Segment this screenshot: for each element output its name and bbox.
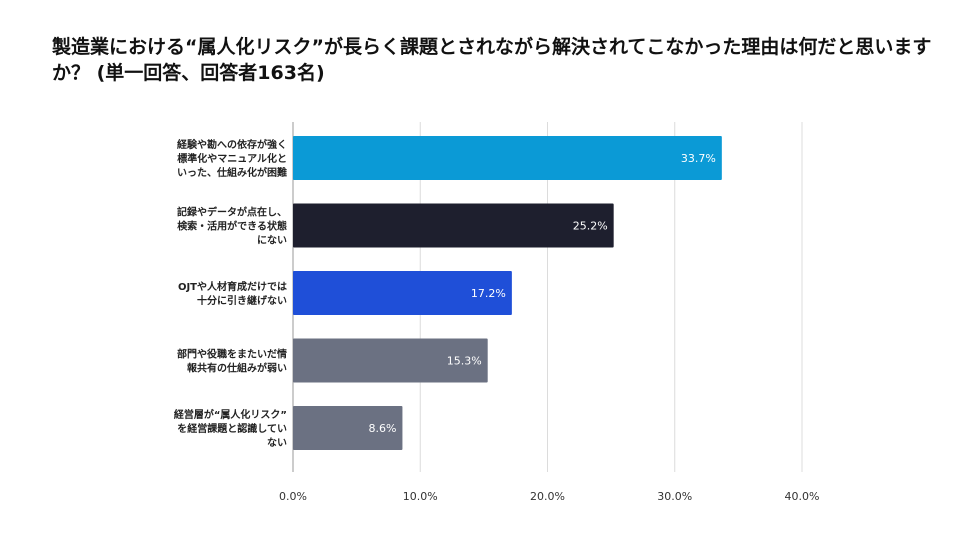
x-tick-label: 40.0% <box>785 490 820 503</box>
category-label: OJTや人材育成だけでは十分に引き継げない <box>178 280 287 307</box>
data-label: 8.6% <box>368 422 396 435</box>
category-label-line: OJTや人材育成だけでは <box>178 280 287 293</box>
category-label: 経営層が“属人化リスク”を経営課題と認識していない <box>174 408 287 449</box>
category-label-line: 十分に引き継げない <box>197 294 287 307</box>
data-label: 17.2% <box>471 287 506 300</box>
bar <box>293 406 403 450</box>
chart-title: 製造業における“属人化リスク”が長らく課題とされながら解決されてこなかった理由は… <box>52 36 932 84</box>
category-label-line: 記録やデータが点在し、 <box>177 206 287 219</box>
category-label: 部門や役職をまたいだ情報共有の仕組みが弱い <box>177 348 287 375</box>
bar <box>293 271 512 315</box>
category-label-line: 経営層が“属人化リスク” <box>174 408 287 421</box>
category-label-line: 経験や勘への依存が強く <box>177 138 287 151</box>
data-label: 33.7% <box>681 152 716 165</box>
category-label: 記録やデータが点在し、検索・活用ができる状態にない <box>177 206 287 247</box>
category-label-line: 報共有の仕組みが弱い <box>187 362 287 375</box>
category-label-line: を経営課題と認識してい <box>177 422 287 435</box>
bar <box>293 136 722 180</box>
bar <box>293 203 614 248</box>
category-label-line: 部門や役職をまたいだ情 <box>177 348 287 361</box>
category-label-line: にない <box>257 235 287 247</box>
data-label: 25.2% <box>573 220 608 233</box>
bar <box>293 338 488 383</box>
category-label-line: いった、仕組み化が困難 <box>177 166 287 179</box>
category-label-line: 標準化やマニュアル化と <box>177 152 287 165</box>
data-label: 15.3% <box>447 355 482 368</box>
x-tick-label: 20.0% <box>530 490 565 503</box>
category-label-line: ない <box>267 437 287 449</box>
x-tick-label: 30.0% <box>657 490 692 503</box>
x-tick-label: 10.0% <box>403 490 438 503</box>
category-label-line: 検索・活用ができる状態 <box>177 220 287 233</box>
x-tick-label: 0.0% <box>279 490 307 503</box>
category-label: 経験や勘への依存が強く標準化やマニュアル化といった、仕組み化が困難 <box>177 138 287 179</box>
